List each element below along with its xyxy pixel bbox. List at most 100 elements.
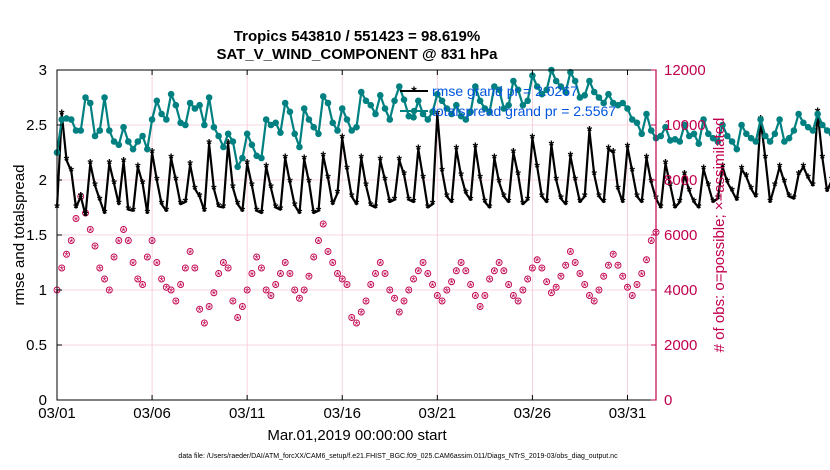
totalspread-point xyxy=(500,105,508,112)
totalspread-point xyxy=(148,116,156,123)
obs-assimilated-point: * xyxy=(445,286,450,298)
totalspread-point xyxy=(476,97,484,105)
rmse-point: * xyxy=(563,196,569,212)
obs-assimilated-point: * xyxy=(312,253,317,265)
obs-assimilated-point: * xyxy=(640,270,645,282)
rmse-point: * xyxy=(78,189,84,205)
totalspread-point xyxy=(709,134,717,142)
obs-assimilated-point: * xyxy=(511,292,516,304)
rmse-point: * xyxy=(340,130,346,146)
totalspread-point xyxy=(262,116,270,123)
rmse-point: * xyxy=(515,167,521,183)
totalspread-point xyxy=(243,130,251,138)
totalspread-point xyxy=(429,108,436,116)
totalspread-point xyxy=(704,130,712,138)
rmse-point: * xyxy=(197,189,203,205)
rmse-point: * xyxy=(330,196,336,212)
totalspread-point xyxy=(562,88,569,96)
obs-possible-point xyxy=(110,253,118,261)
obs-assimilated-point: * xyxy=(506,281,511,293)
obs-possible-point xyxy=(605,261,612,269)
obs-possible-point xyxy=(238,303,246,310)
obs-possible-point xyxy=(614,261,622,269)
totalspread-point xyxy=(125,138,132,145)
obs-possible-point xyxy=(643,256,650,264)
obs-possible-point xyxy=(576,270,584,277)
obs-possible-point xyxy=(334,270,341,277)
obs-possible-point xyxy=(386,286,394,294)
obs-possible-point xyxy=(353,319,360,327)
obs-possible-point xyxy=(533,256,541,264)
obs-possible-point xyxy=(257,264,265,272)
rmse-point: * xyxy=(173,172,179,188)
obs-assimilated-point: * xyxy=(502,267,507,279)
rmse-point: * xyxy=(734,192,740,208)
obs-possible-point xyxy=(538,264,546,272)
totalspread-point xyxy=(747,134,755,142)
totalspread-point xyxy=(628,116,636,123)
obs-assimilated-point: * xyxy=(264,286,269,298)
rmse-point: * xyxy=(572,172,578,188)
rmse-point: * xyxy=(824,183,830,199)
obs-assimilated-point: * xyxy=(126,237,131,249)
obs-possible-point xyxy=(276,270,284,277)
obs-possible-point xyxy=(381,270,389,277)
obs-assimilated-point: * xyxy=(545,278,550,290)
obs-possible-point xyxy=(562,261,570,269)
totalspread-point xyxy=(690,130,698,138)
rmse-point: * xyxy=(126,202,132,218)
rmse-point: * xyxy=(368,197,374,213)
totalspread-point xyxy=(91,132,99,140)
obs-assimilated-point: * xyxy=(407,286,412,298)
obs-assimilated-point: * xyxy=(164,284,169,296)
rmse-point: * xyxy=(710,194,716,210)
rmse-point: * xyxy=(268,180,274,196)
totalspread-point xyxy=(110,138,118,145)
rmse-point: * xyxy=(354,196,360,212)
obs-assimilated-point: * xyxy=(364,297,369,309)
obs-assimilated-point: * xyxy=(549,289,554,301)
y-right-tick-label: 12000 xyxy=(664,62,706,79)
obs-possible-point xyxy=(300,286,308,294)
totalspread-point xyxy=(281,99,289,107)
rmse-point: * xyxy=(401,167,407,183)
rmse-point: * xyxy=(97,192,103,208)
obs-assimilated-point: * xyxy=(197,306,202,318)
rmse-point: * xyxy=(111,175,117,191)
totalspread-point xyxy=(757,116,764,123)
obs-assimilated-point: * xyxy=(649,237,654,249)
obs-assimilated-point: * xyxy=(259,264,264,276)
totalspread-point xyxy=(738,121,745,129)
rmse-point: * xyxy=(577,194,583,210)
rmse-point: * xyxy=(744,169,750,185)
rmse-point: * xyxy=(206,136,212,152)
totalspread-point xyxy=(662,123,669,131)
rmse-point: * xyxy=(625,139,631,155)
obs-assimilated-point: * xyxy=(316,237,321,249)
totalspread-point xyxy=(248,141,256,149)
rmse-point: * xyxy=(211,181,217,197)
totalspread-point xyxy=(472,83,479,90)
x-tick-label: 03/11 xyxy=(229,405,265,422)
rmse-point: * xyxy=(254,203,260,219)
obs-possible-point xyxy=(547,289,555,297)
obs-possible-point xyxy=(196,305,204,313)
totalspread-point xyxy=(300,105,308,112)
obs-assimilated-point: * xyxy=(107,286,112,298)
totalspread-point xyxy=(205,94,213,101)
rmse-point: * xyxy=(463,185,469,201)
obs-assimilated-point: * xyxy=(297,295,302,307)
obs-assimilated-point: * xyxy=(93,242,98,254)
obs-assimilated-point: * xyxy=(155,259,160,271)
totalspread-point xyxy=(495,86,503,94)
totalspread-point xyxy=(586,77,593,85)
obs-possible-point xyxy=(248,270,256,277)
totalspread-point xyxy=(362,97,370,105)
totalspread-point xyxy=(319,93,327,100)
rmse-point: * xyxy=(297,205,303,221)
totalspread-point xyxy=(486,108,493,116)
obs-possible-point xyxy=(291,286,299,294)
rmse-point: * xyxy=(601,194,607,210)
rmse-point: * xyxy=(349,189,355,205)
totalspread-point xyxy=(681,121,688,129)
